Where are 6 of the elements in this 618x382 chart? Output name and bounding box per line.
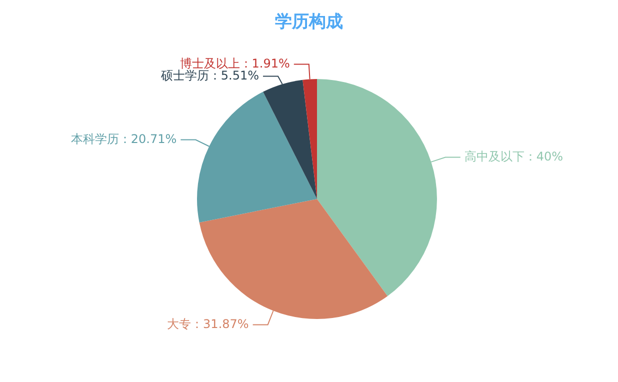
slice-label: 本科学历：20.71% xyxy=(70,132,177,146)
slice-label: 高中及以下：40% xyxy=(464,149,564,164)
slice-label: 博士及以上：1.91% xyxy=(180,56,290,70)
slice-label: 硕士学历：5.51% xyxy=(160,68,259,82)
slice-label: 大专：31.87% xyxy=(167,316,249,331)
chart-title: 学历构成 xyxy=(274,11,344,33)
